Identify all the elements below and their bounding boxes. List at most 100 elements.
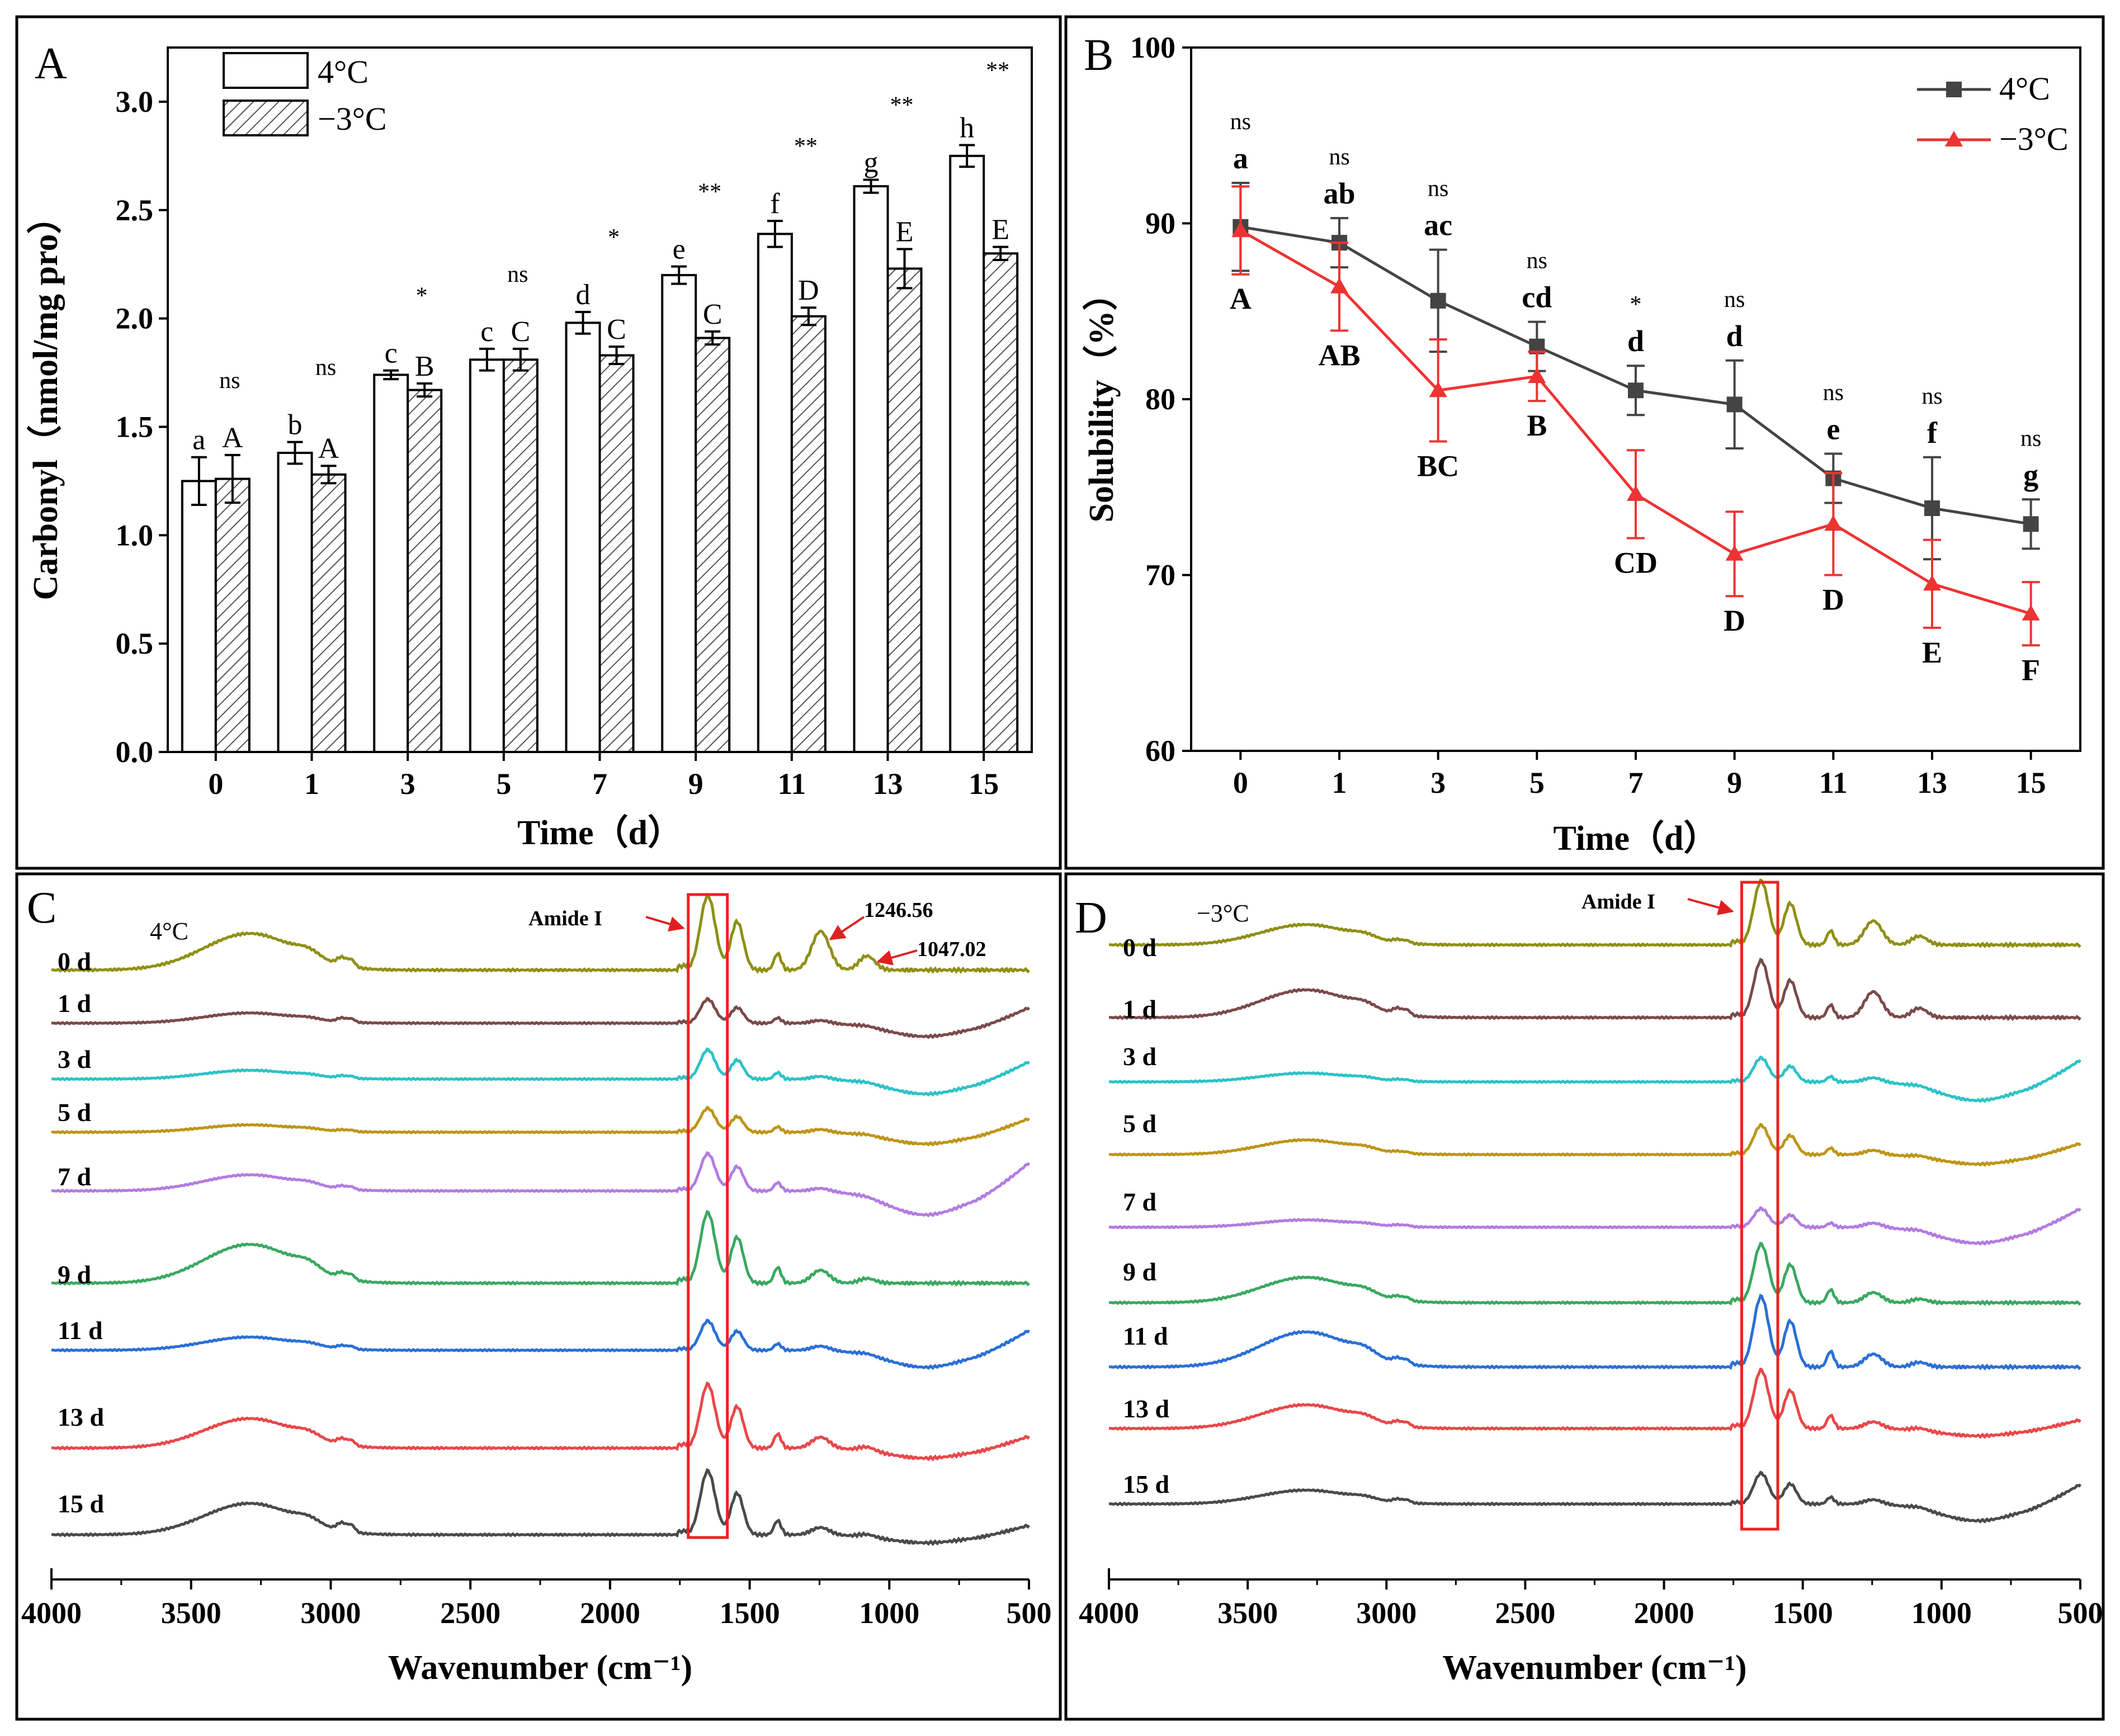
legend-label-4c: 4°C [1999, 70, 2050, 107]
group-letter: A [318, 433, 339, 465]
bar-4c [469, 358, 505, 753]
spectrum-line [1108, 957, 2081, 1021]
legend-marker-m3c [1945, 131, 1963, 146]
significance-mark: ns [1921, 384, 1942, 409]
x-tick-label: 1500 [720, 1596, 780, 1630]
panel-c: C 4°C 4000 3500 3000 2500 2000 1500 1000 500 Waven… [21, 883, 1052, 1687]
spectrum-label: 5 d [58, 1098, 92, 1127]
spectrum-line [51, 1210, 1030, 1287]
group-letter: A [222, 422, 243, 454]
y-tick-label: 60 [1145, 734, 1175, 768]
legend-label-m3c: −3°C [318, 101, 387, 137]
spectrum-line [1108, 1055, 2082, 1103]
significance-mark: ns [507, 262, 528, 287]
group-letter: F [2022, 653, 2040, 687]
legend-marker-4c [1946, 82, 1962, 97]
bar-4c [949, 154, 985, 753]
point-marker-m3c [1824, 515, 1843, 531]
group-letter: d [576, 279, 591, 311]
spectrum-label: 15 d [1123, 1470, 1170, 1498]
spectrum-label: 15 d [58, 1489, 105, 1518]
y-tick-label: 1.0 [116, 518, 154, 552]
spectrum-label: 9 d [58, 1260, 92, 1289]
group-letter: d [1726, 319, 1743, 353]
spectrum-line [1108, 1367, 2081, 1439]
spectrum-line [51, 892, 1030, 974]
x-tick-label: 4000 [21, 1596, 82, 1630]
amide-i-box [687, 893, 729, 1539]
significance-mark: ** [890, 92, 914, 118]
group-letter: E [991, 214, 1009, 246]
x-tick-label: 0 [208, 767, 223, 801]
y-axis-title-a: Carbonyl（nmol/mg pro） [26, 199, 65, 600]
group-letter: a [192, 424, 205, 456]
significance-mark: ** [794, 134, 818, 159]
spectrum-line [1108, 1206, 2082, 1246]
amide-i-arrow [645, 916, 685, 932]
group-letter: E [896, 216, 914, 248]
x-tick-label: 4000 [1079, 1596, 1139, 1630]
y-tick-label: 90 [1145, 207, 1175, 240]
bar-4c [757, 233, 793, 753]
spectrum-line [51, 1468, 1031, 1546]
x-tick-label: 9 [688, 767, 703, 801]
spectrum-label: 13 d [1123, 1394, 1170, 1423]
group-letter: ac [1424, 209, 1452, 242]
significance-mark: ns [1329, 144, 1349, 170]
bar-4c [373, 373, 409, 753]
peak-arrow-1246 [829, 916, 865, 940]
amide-i-label: Amide I [1581, 890, 1655, 914]
group-letter: a [1233, 141, 1248, 175]
spectrum-line [51, 1047, 1031, 1097]
significance-mark: ns [1823, 380, 1844, 405]
spectrum-label: 0 d [58, 947, 92, 976]
legend-label-4c: 4°C [318, 54, 369, 90]
x-tick-label: 11 [1819, 766, 1848, 800]
bar-m3c [695, 337, 731, 753]
point-marker-m3c [1923, 575, 1941, 591]
panel-a-title: A [35, 39, 67, 88]
x-tick-label: 2500 [1495, 1596, 1555, 1630]
x-tick-label: 3 [400, 767, 415, 801]
point-marker-4c [1726, 396, 1743, 413]
spectrum-label: 9 d [1123, 1257, 1157, 1286]
x-tick-label: 1000 [859, 1596, 919, 1630]
group-letter: f [770, 188, 780, 220]
x-tick-label: 5 [1529, 766, 1545, 800]
x-tick-label: 15 [2016, 766, 2046, 800]
x-axis-title: Wavenumber (cm⁻¹) [1442, 1649, 1746, 1687]
point-marker-4c [1430, 292, 1446, 309]
group-letter: CD [1614, 546, 1658, 579]
x-tick-label: 1 [304, 767, 319, 801]
x-tick-label: 500 [1007, 1596, 1052, 1630]
amide-i-label: Amide I [528, 907, 602, 930]
x-tick-label: 7 [592, 767, 607, 801]
x-tick-label: 3000 [1356, 1596, 1417, 1630]
x-tick-label: 3000 [300, 1596, 361, 1630]
spectrum-label: 11 d [1123, 1322, 1168, 1350]
y-tick-label: 3.0 [116, 85, 154, 119]
significance-mark: * [608, 225, 620, 250]
group-letter: g [2023, 458, 2038, 491]
panel-d-frame [1064, 872, 2105, 1721]
y-axis-title-b: Solubility（%） [1082, 276, 1121, 523]
y-tick-label: 1.5 [116, 410, 154, 443]
group-letter: f [1927, 416, 1938, 450]
x-tick-label: 5 [496, 767, 511, 801]
spectrum-label: 13 d [58, 1403, 105, 1431]
x-axis-title-a: Time（d） [517, 813, 682, 852]
panel-d: D −3°C 4000 3500 3000 2500 2000 1500 1000 500 Wave… [1075, 878, 2103, 1687]
significance-mark: ns [1230, 109, 1251, 135]
y-tick-label: 2.0 [116, 302, 154, 335]
spectrum-label: 1 d [1123, 995, 1157, 1023]
bar-m3c [790, 315, 827, 753]
group-letter: b [288, 409, 303, 441]
y-tick-label: 0.5 [116, 627, 154, 660]
spectrum-line [1108, 878, 2081, 949]
x-tick-label: 500 [2058, 1596, 2103, 1630]
bar-m3c [983, 252, 1019, 753]
significance-mark: * [1630, 292, 1642, 318]
spectrum-line [1108, 1123, 2081, 1167]
point-marker-m3c [1231, 221, 1250, 238]
